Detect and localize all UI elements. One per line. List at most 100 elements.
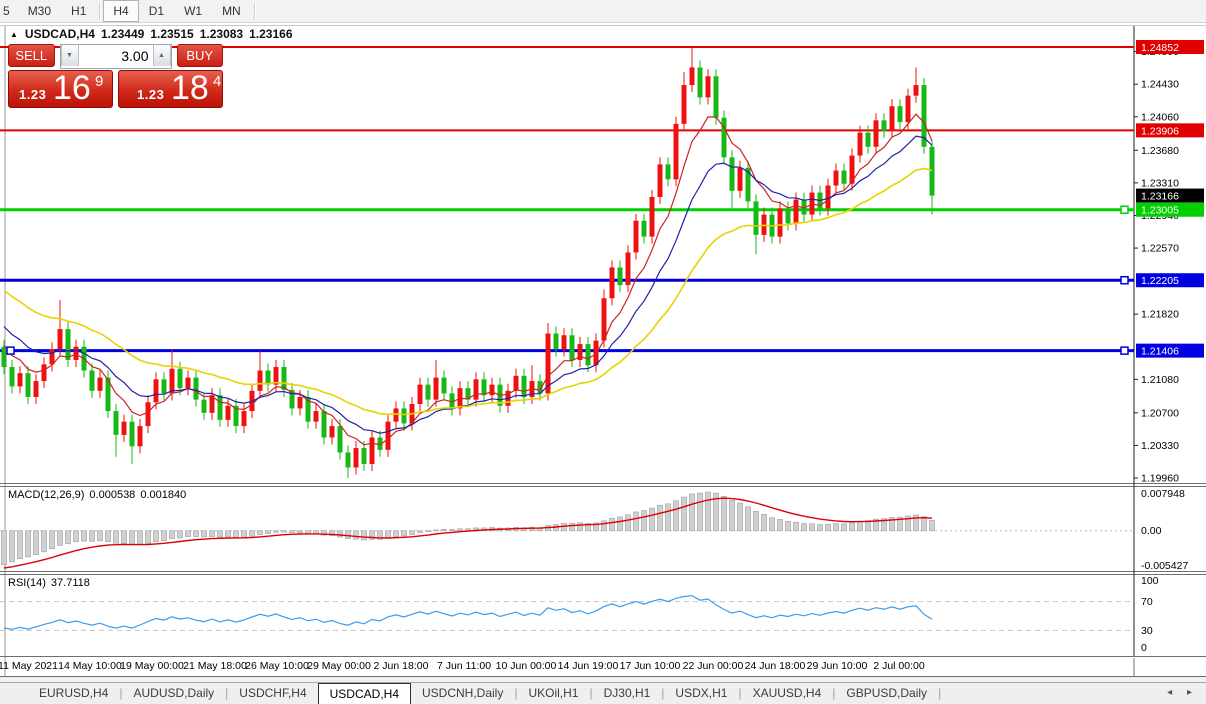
- price-axis-ticks: 1.24800 1.24430 1.24060 1.23680 1.23310 1.229…: [1134, 46, 1179, 485]
- tab-scroll-arrows[interactable]: ◂ ▸: [1167, 687, 1198, 698]
- timeframe-toolbar: 5 M30 H1 H4 D1 W1 MN: [0, 0, 1206, 23]
- tab-separator: |: [832, 686, 836, 700]
- svg-text:1.21080: 1.21080: [1141, 374, 1179, 386]
- svg-text:0.007948: 0.007948: [1141, 488, 1185, 500]
- tab-separator: |: [225, 686, 229, 700]
- sell-price-main: 16: [53, 69, 91, 107]
- volume-decrease-button[interactable]: ▼: [60, 45, 79, 66]
- buy-button[interactable]: BUY: [176, 44, 223, 67]
- chart-tab-ukoil[interactable]: UKOil,H1: [528, 686, 579, 700]
- ohlc-low: 1.23083: [199, 27, 244, 41]
- svg-text:1.22205: 1.22205: [1141, 275, 1179, 287]
- one-click-top-row: SELL ▼ ▲ BUY: [8, 44, 223, 69]
- svg-text:2 Jul 00:00: 2 Jul 00:00: [873, 660, 925, 672]
- ohlc-close: 1.23166: [249, 27, 293, 41]
- svg-text:100: 100: [1141, 575, 1159, 587]
- svg-text:1.23906: 1.23906: [1141, 125, 1179, 137]
- macd-label: MACD(12,26,9) 0.000538 0.001840: [8, 489, 186, 501]
- toolbar-separator: [253, 3, 255, 19]
- chart-symbol-period: USDCAD,H4: [24, 27, 95, 41]
- svg-text:14 Jun 19:00: 14 Jun 19:00: [558, 660, 619, 672]
- svg-text:19 May 00:00: 19 May 00:00: [120, 660, 184, 672]
- buy-price-main: 18: [171, 69, 209, 107]
- chart-tab-dj30[interactable]: DJ30,H1: [603, 686, 651, 700]
- rsi-line: [3, 595, 933, 630]
- svg-text:1.23310: 1.23310: [1141, 177, 1179, 189]
- svg-text:11 May 2021: 11 May 2021: [0, 660, 58, 672]
- candlesticks: [1, 47, 935, 479]
- svg-text:1.23680: 1.23680: [1141, 145, 1179, 157]
- svg-text:22 Jun 00:00: 22 Jun 00:00: [683, 660, 744, 672]
- chart-tab-eurusd[interactable]: EURUSD,H4: [39, 686, 109, 700]
- buy-price-box[interactable]: 1.23 18 4: [118, 69, 223, 108]
- macd-signal-line: [3, 497, 933, 569]
- tab-separator: |: [514, 686, 518, 700]
- svg-text:1.24430: 1.24430: [1141, 79, 1179, 91]
- chart-tab-gbpusd[interactable]: GBPUSD,Daily: [846, 686, 928, 700]
- svg-text:29 May 00:00: 29 May 00:00: [307, 660, 371, 672]
- line-handle[interactable]: [1120, 346, 1129, 355]
- svg-text:2 Jun 18:00: 2 Jun 18:00: [374, 660, 429, 672]
- buy-price-pip: 4: [213, 73, 222, 90]
- chart-tab-usdchf[interactable]: USDCHF,H4: [239, 686, 307, 700]
- svg-text:17 Jun 10:00: 17 Jun 10:00: [620, 660, 681, 672]
- svg-text:0: 0: [1141, 642, 1147, 654]
- svg-text:1.23005: 1.23005: [1141, 205, 1179, 217]
- up-arrow-icon: ▲: [158, 51, 165, 59]
- tab-separator: |: [938, 686, 942, 700]
- line-handle[interactable]: [1120, 275, 1129, 285]
- timeframe-button-h4[interactable]: H4: [103, 0, 139, 22]
- sell-price-pip: 9: [95, 73, 104, 90]
- collapse-one-click-icon[interactable]: ▲: [10, 29, 18, 39]
- timeframe-button-m30[interactable]: M30: [27, 4, 52, 18]
- sell-price-prefix: 1.23: [19, 87, 47, 102]
- svg-text:-0.005427: -0.005427: [1141, 560, 1188, 572]
- timeframe-button-mn[interactable]: MN: [222, 4, 241, 18]
- svg-text:14 May 10:00: 14 May 10:00: [58, 660, 122, 672]
- timeframe-button-5[interactable]: 5: [3, 4, 10, 18]
- svg-text:0.00: 0.00: [1141, 525, 1162, 537]
- tab-separator: |: [661, 686, 665, 700]
- toolbar-separator: [99, 3, 101, 19]
- chart-tab-bar: EURUSD,H4 | AUDUSD,Daily | USDCHF,H4 USDCAD,H…: [0, 682, 1206, 704]
- line-handle[interactable]: [1120, 205, 1129, 214]
- ma-line-30: [3, 167, 933, 416]
- volume-input[interactable]: [78, 45, 153, 66]
- tab-separator: |: [119, 686, 123, 700]
- chart-tab-usdcad[interactable]: USDCAD,H4: [317, 683, 411, 704]
- ohlc-high: 1.23515: [150, 27, 194, 41]
- timeframe-button-w1[interactable]: W1: [184, 4, 203, 18]
- svg-text:21 May 18:00: 21 May 18:00: [183, 660, 247, 672]
- svg-text:1.22570: 1.22570: [1141, 243, 1179, 255]
- volume-stepper: ▼ ▲: [59, 44, 172, 69]
- chart-tab-usdcnh[interactable]: USDCNH,Daily: [422, 686, 504, 700]
- svg-text:1.24060: 1.24060: [1141, 111, 1179, 123]
- svg-text:7 Jun 11:00: 7 Jun 11:00: [437, 660, 491, 672]
- moving-averages: [3, 113, 933, 446]
- chart-tab-xauusd[interactable]: XAUUSD,H4: [752, 686, 822, 700]
- tab-separator: |: [738, 686, 742, 700]
- svg-text:1.24800: 1.24800: [1141, 46, 1179, 58]
- sell-button[interactable]: SELL: [8, 44, 55, 67]
- volume-increase-button[interactable]: ▲: [152, 45, 171, 66]
- svg-text:26 May 10:00: 26 May 10:00: [245, 660, 309, 672]
- svg-text:10 Jun 00:00: 10 Jun 00:00: [496, 660, 557, 672]
- svg-text:24 Jun 18:00: 24 Jun 18:00: [745, 660, 806, 672]
- rsi-name: RSI(14): [8, 577, 46, 589]
- sell-price-box[interactable]: 1.23 16 9: [8, 69, 113, 108]
- rsi-value: 37.7118: [50, 577, 90, 589]
- buy-price-prefix: 1.23: [137, 87, 165, 102]
- timeframe-button-h1[interactable]: H1: [71, 4, 87, 18]
- timeframe-button-d1[interactable]: D1: [148, 4, 165, 18]
- svg-text:1.24852: 1.24852: [1141, 42, 1179, 54]
- rsi-panel: 100 70 30 0: [0, 575, 1159, 654]
- ohlc-open: 1.23449: [100, 27, 145, 41]
- chart-frame: [0, 25, 1206, 683]
- line-handle[interactable]: [6, 346, 15, 355]
- svg-text:1.20330: 1.20330: [1141, 440, 1179, 452]
- chart-tab-audusd[interactable]: AUDUSD,Daily: [133, 686, 215, 700]
- chart-tab-usdx[interactable]: USDX,H1: [675, 686, 728, 700]
- ma-line-7: [3, 113, 933, 446]
- svg-text:30: 30: [1141, 625, 1153, 637]
